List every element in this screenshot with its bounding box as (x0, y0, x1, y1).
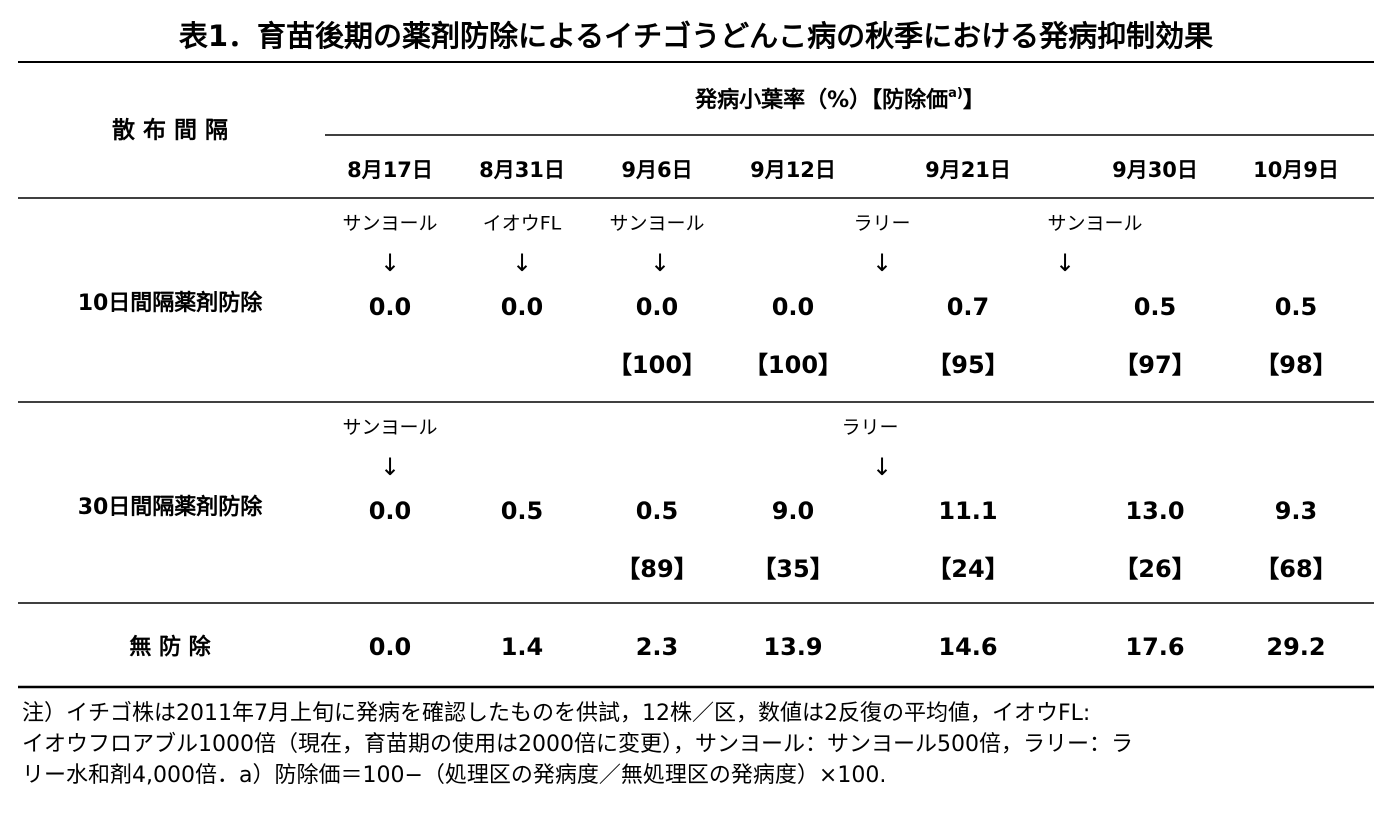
cell-value: 0.0 (636, 293, 679, 321)
cell-value: 13.9 (763, 633, 822, 661)
application: サンヨール (609, 213, 704, 235)
cell-value: 0.0 (369, 497, 412, 525)
row-label: 30日間隔薬剤防除 (78, 494, 264, 520)
control-index: 【89】 (616, 555, 697, 583)
arrow: ↓ (380, 249, 400, 277)
cell-value: 11.1 (938, 497, 997, 525)
date-header: 8月17日 (347, 158, 433, 182)
arrow: ↓ (512, 249, 532, 277)
arrow: ↓ (380, 453, 400, 481)
superscript: a) (948, 86, 963, 101)
cell-value: 0.7 (947, 293, 990, 321)
cell-value: 17.6 (1125, 633, 1184, 661)
control-index: 【24】 (927, 555, 1008, 583)
arrow: ↓ (1055, 249, 1075, 277)
control-index: 【35】 (752, 555, 833, 583)
header-text: 発病小葉率（%）【防除価 (694, 87, 948, 113)
header-text: 】 (963, 88, 985, 113)
cell-value: 0.0 (501, 293, 544, 321)
cell-value: 14.6 (938, 633, 997, 661)
control-index: 【97】 (1114, 351, 1195, 379)
control-index: 【100】 (608, 351, 706, 379)
column-header: 散 布 間 隔 (112, 117, 228, 144)
arrow: ↓ (650, 249, 670, 277)
application: イオウFL (483, 213, 562, 235)
date-header: 9月30日 (1112, 158, 1198, 182)
control-index: 【68】 (1255, 555, 1336, 583)
column-header: 発病小葉率（%）【防除価a)】 (694, 86, 985, 114)
cell-value: 0.0 (369, 633, 412, 661)
application: ラリー (841, 417, 898, 439)
date-header: 10月9日 (1253, 158, 1339, 182)
control-index: 【100】 (744, 351, 842, 379)
cell-value: 9.3 (1275, 497, 1318, 525)
cell-value: 0.0 (369, 293, 412, 321)
control-index: 【95】 (927, 351, 1008, 379)
note-line: イオウフロアブル1000倍（現在，育苗期の使用は2000倍に変更），サンヨール：… (22, 732, 1133, 757)
arrow: ↓ (872, 249, 892, 277)
application: サンヨール (342, 213, 437, 235)
note-line: リー水和剤4,000倍．a）防除価＝100−（処理区の発病度／無処理区の発病度）… (22, 763, 886, 788)
cell-value: 0.5 (501, 497, 544, 525)
date-header: 9月12日 (750, 158, 836, 182)
application: サンヨール (342, 417, 437, 439)
table-title: 表1．育苗後期の薬剤防除によるイチゴうどんこ病の秋季における発病抑制効果 (179, 19, 1213, 53)
date-header: 8月31日 (479, 158, 565, 182)
cell-value: 9.0 (772, 497, 815, 525)
application: サンヨール (1047, 213, 1142, 235)
cell-value: 0.0 (772, 293, 815, 321)
cell-value: 2.3 (636, 633, 679, 661)
cell-value: 1.4 (501, 633, 544, 661)
date-header: 9月6日 (621, 158, 692, 182)
control-index: 【98】 (1255, 351, 1336, 379)
cell-value: 0.5 (1275, 293, 1318, 321)
control-index: 【26】 (1114, 555, 1195, 583)
cell-value: 0.5 (636, 497, 679, 525)
cell-value: 13.0 (1125, 497, 1184, 525)
row-label: 10日間隔薬剤防除 (78, 290, 264, 316)
cell-value: 29.2 (1266, 633, 1325, 661)
cell-value: 0.5 (1134, 293, 1177, 321)
arrow: ↓ (872, 453, 892, 481)
application: ラリー (853, 213, 910, 235)
note-line: 注）イチゴ株は2011年7月上旬に発病を確認したものを供試，12株／区，数値は2… (22, 701, 1090, 726)
row-label: 無 防 除 (129, 634, 211, 660)
date-header: 9月21日 (925, 158, 1011, 182)
